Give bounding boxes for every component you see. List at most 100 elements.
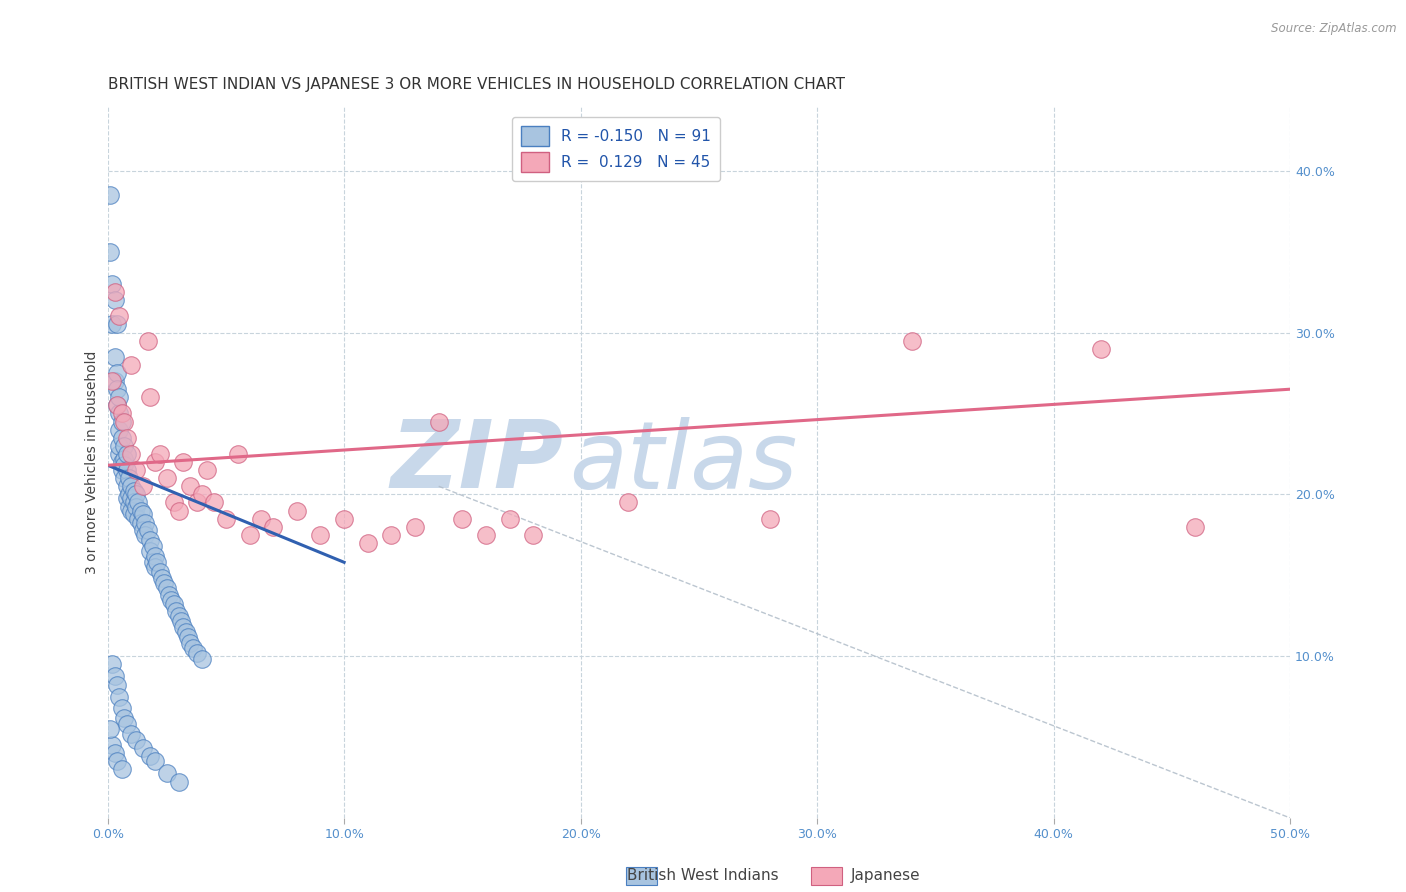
- Point: [111, 415, 134, 429]
- Point: [132, 741, 155, 756]
- Point: [149, 447, 172, 461]
- Point: [125, 733, 148, 747]
- Point: [163, 495, 186, 509]
- Point: [101, 277, 124, 291]
- Point: [1090, 342, 1112, 356]
- Point: [143, 549, 166, 563]
- Point: [118, 471, 141, 485]
- Point: [120, 503, 142, 517]
- Point: [165, 604, 187, 618]
- Point: [186, 495, 208, 509]
- Point: [191, 652, 214, 666]
- Text: ZIP: ZIP: [389, 416, 562, 508]
- Text: British West Indians: British West Indians: [627, 869, 779, 883]
- Point: [105, 318, 128, 332]
- Point: [104, 746, 127, 760]
- Point: [112, 471, 135, 485]
- Point: [105, 678, 128, 692]
- Point: [132, 479, 155, 493]
- Point: [167, 775, 190, 789]
- Point: [451, 511, 474, 525]
- Point: [118, 487, 141, 501]
- Point: [127, 495, 149, 509]
- Point: [475, 528, 498, 542]
- Point: [125, 500, 148, 515]
- Point: [101, 318, 124, 332]
- Point: [174, 624, 197, 639]
- Point: [108, 447, 131, 461]
- Point: [115, 479, 138, 493]
- Point: [127, 511, 149, 525]
- Point: [104, 285, 127, 300]
- Point: [118, 500, 141, 515]
- Point: [139, 390, 162, 404]
- Point: [136, 334, 159, 348]
- Point: [139, 749, 162, 764]
- Point: [122, 507, 145, 521]
- Text: Japanese: Japanese: [851, 869, 921, 883]
- Point: [108, 310, 131, 324]
- Point: [129, 516, 152, 531]
- Point: [111, 455, 134, 469]
- Point: [101, 374, 124, 388]
- Point: [105, 754, 128, 768]
- Point: [98, 244, 121, 259]
- Point: [143, 560, 166, 574]
- Point: [157, 588, 180, 602]
- Point: [167, 608, 190, 623]
- Point: [181, 641, 204, 656]
- Point: [108, 423, 131, 437]
- Text: Source: ZipAtlas.com: Source: ZipAtlas.com: [1271, 22, 1396, 36]
- Point: [149, 565, 172, 579]
- Point: [108, 407, 131, 421]
- Point: [136, 523, 159, 537]
- Point: [195, 463, 218, 477]
- Point: [112, 439, 135, 453]
- Point: [125, 463, 148, 477]
- Point: [172, 455, 194, 469]
- Y-axis label: 3 or more Vehicles in Household: 3 or more Vehicles in Household: [86, 351, 100, 574]
- Point: [250, 511, 273, 525]
- Point: [120, 479, 142, 493]
- Point: [186, 646, 208, 660]
- Point: [427, 415, 450, 429]
- Point: [238, 528, 260, 542]
- Point: [101, 738, 124, 752]
- Point: [105, 398, 128, 412]
- Point: [120, 491, 142, 505]
- Point: [134, 516, 156, 531]
- Point: [112, 710, 135, 724]
- Point: [134, 528, 156, 542]
- Point: [129, 503, 152, 517]
- Point: [104, 668, 127, 682]
- Point: [357, 536, 380, 550]
- Point: [115, 431, 138, 445]
- Point: [404, 519, 426, 533]
- Point: [98, 722, 121, 736]
- Point: [380, 528, 402, 542]
- Point: [125, 487, 148, 501]
- Point: [98, 188, 121, 202]
- Point: [1184, 519, 1206, 533]
- Point: [163, 598, 186, 612]
- Point: [900, 334, 922, 348]
- Point: [172, 620, 194, 634]
- Point: [333, 511, 356, 525]
- Point: [309, 528, 332, 542]
- Point: [111, 763, 134, 777]
- Point: [108, 690, 131, 704]
- Point: [179, 636, 201, 650]
- Point: [142, 555, 165, 569]
- Point: [215, 511, 238, 525]
- Point: [132, 523, 155, 537]
- Point: [285, 503, 308, 517]
- Point: [120, 358, 142, 372]
- Point: [160, 592, 183, 607]
- Point: [112, 415, 135, 429]
- Point: [142, 539, 165, 553]
- Point: [101, 657, 124, 672]
- Point: [617, 495, 640, 509]
- Point: [108, 390, 131, 404]
- Point: [104, 350, 127, 364]
- Point: [112, 458, 135, 473]
